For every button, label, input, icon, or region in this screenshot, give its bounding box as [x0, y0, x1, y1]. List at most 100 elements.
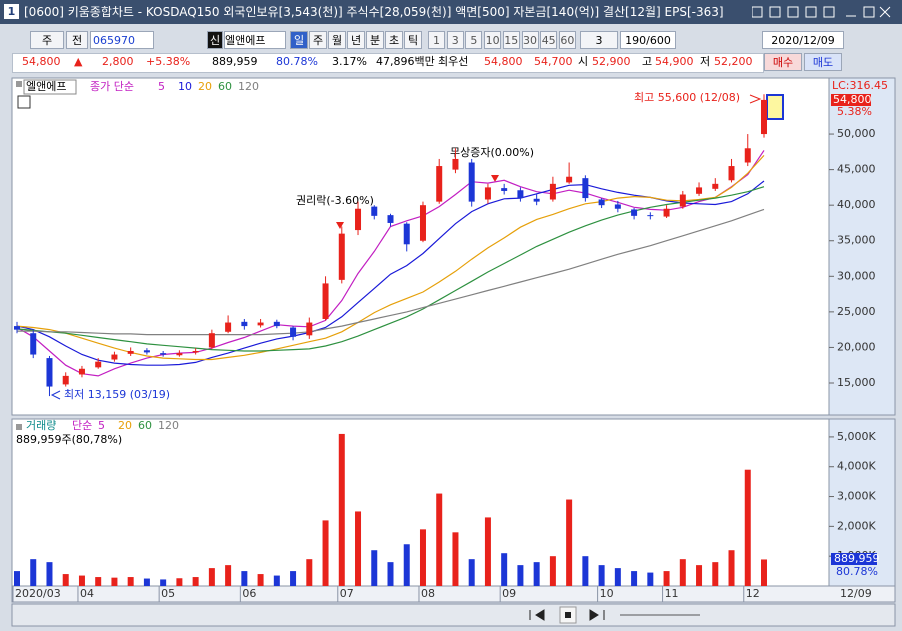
candle-body	[225, 322, 232, 332]
candle-body	[517, 190, 524, 199]
buy-button[interactable]: 매수	[764, 53, 802, 71]
volume-bar	[273, 575, 280, 586]
price-axis-panel	[828, 77, 896, 416]
volume-bar	[566, 499, 573, 586]
quote-price: 54,800	[22, 55, 61, 68]
volume-bar	[696, 565, 703, 586]
x-tick-label: 06	[242, 587, 256, 600]
candle-body	[46, 358, 53, 387]
scroll-left[interactable]	[529, 609, 545, 621]
volume-label: 889,959	[834, 552, 880, 565]
candle-body	[241, 321, 248, 327]
unit-select[interactable]: 3	[580, 31, 618, 49]
ma-line	[16, 154, 765, 361]
volume-bar	[111, 577, 118, 586]
candle-body	[712, 183, 719, 189]
legend-item: 10	[178, 80, 192, 93]
candle-body	[257, 322, 264, 326]
scrollbar[interactable]	[11, 603, 896, 627]
price-label-bg	[831, 94, 871, 106]
quote-bg	[12, 53, 764, 73]
window-title: [0600] 키움종합차트 - KOSDAQ150 외국인보유[3,543(천)…	[24, 5, 724, 19]
legend-item: 20	[118, 419, 132, 432]
candle-body	[663, 208, 670, 217]
scroll-right[interactable]	[589, 609, 605, 621]
kind-select[interactable]: 주	[30, 31, 64, 49]
window-controls[interactable]	[751, 6, 892, 18]
x-tick-label: 10	[600, 587, 614, 600]
interval-button[interactable]: 60	[558, 31, 576, 49]
interval-button[interactable]: 10	[484, 31, 502, 49]
volume-bar	[387, 562, 394, 586]
period-button[interactable]: 분	[366, 31, 384, 49]
volume-bar	[598, 565, 605, 586]
volume-bar	[176, 578, 183, 586]
volume-bar	[355, 511, 362, 586]
scope-select[interactable]: 전	[66, 31, 88, 49]
interval-button[interactable]: 15	[502, 31, 520, 49]
volume-label-bg	[831, 553, 877, 565]
quote-rate: +5.38%	[146, 55, 191, 68]
period-button[interactable]: 초	[385, 31, 403, 49]
quote-low-label: 저	[700, 55, 711, 68]
legend-item: 5	[158, 80, 165, 93]
code-input[interactable]: 065970	[90, 31, 154, 49]
volume-bar	[501, 553, 508, 586]
volume-bar	[95, 577, 102, 586]
candle-body	[127, 350, 134, 354]
candle-body	[95, 361, 102, 368]
x-tick-label: 09	[502, 587, 516, 600]
volume-bar	[30, 559, 37, 586]
quote-open-label: 시	[578, 55, 589, 68]
period-button[interactable]: 월	[328, 31, 346, 49]
candle-body	[436, 166, 443, 202]
period-button[interactable]: 주	[309, 31, 327, 49]
current-box	[766, 94, 784, 120]
y-tick-label: 3,000K	[837, 490, 876, 503]
rate-label: 5.38%	[837, 105, 872, 118]
y-tick-label: 20,000	[837, 340, 876, 353]
period-button[interactable]: 틱	[404, 31, 422, 49]
volume-bar	[582, 556, 589, 586]
candle-body	[647, 215, 654, 217]
sell-button[interactable]: 매도	[804, 53, 842, 71]
volume-bar	[306, 559, 313, 586]
legend-item: 120	[238, 80, 259, 93]
candle-body	[160, 353, 167, 355]
name-field[interactable]: 엘앤에프	[224, 31, 286, 49]
candle-body	[468, 162, 475, 202]
volume-bar	[403, 544, 410, 586]
volume-legend-name: 거래량	[26, 419, 56, 432]
volume-bar	[62, 574, 69, 586]
candle-body	[403, 223, 410, 245]
window-number: 1	[4, 4, 19, 19]
interval-button[interactable]: 1	[428, 31, 445, 49]
y-tick-label: 4,000K	[837, 460, 876, 473]
quote-high-label: 고	[642, 55, 653, 68]
count-field[interactable]: 190/600	[620, 31, 676, 49]
period-button[interactable]: 년	[347, 31, 365, 49]
interval-button[interactable]: 45	[540, 31, 558, 49]
ma-line	[17, 208, 765, 336]
interval-button[interactable]: 5	[465, 31, 483, 49]
volume-legend-ma: 단순	[72, 419, 92, 432]
volume-bar	[647, 572, 654, 586]
period-button[interactable]: 일	[290, 31, 308, 49]
candle-body	[614, 204, 621, 209]
ma-line	[16, 180, 765, 366]
candle-body	[371, 206, 378, 216]
quote-vol-rate: 80.78%	[276, 55, 318, 68]
date-field[interactable]: 2020/12/09	[762, 31, 844, 49]
candle-body	[14, 326, 20, 330]
x-tick-label: 08	[421, 587, 435, 600]
interval-button[interactable]: 30	[521, 31, 539, 49]
volume-bar	[371, 550, 378, 586]
volume-bar	[761, 559, 767, 586]
x-tick-label: 2020/03	[15, 587, 61, 600]
credit-badge[interactable]: 신	[207, 31, 223, 49]
candle-body	[419, 205, 426, 241]
volume-bar	[322, 520, 329, 586]
candle-body	[306, 322, 313, 336]
interval-button[interactable]: 3	[446, 31, 464, 49]
